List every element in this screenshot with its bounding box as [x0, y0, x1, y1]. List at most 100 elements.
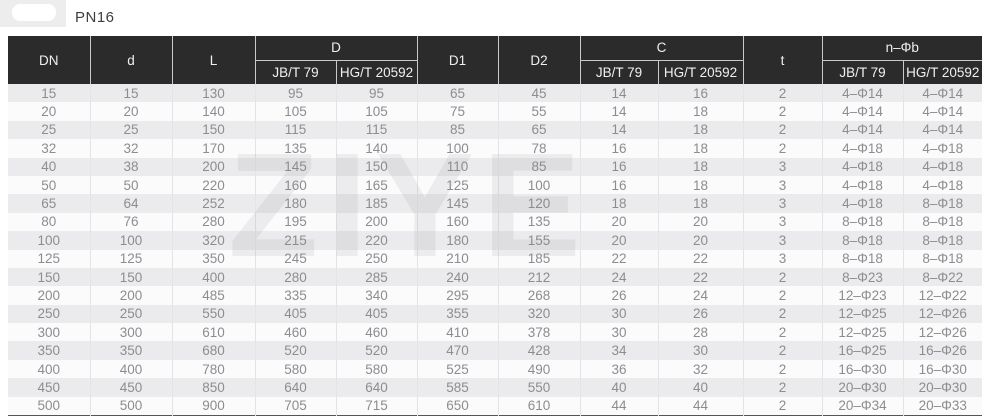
cell-d: 25 — [89, 120, 172, 140]
cell-d: 20 — [89, 102, 172, 121]
cell-d2: 45 — [497, 84, 580, 103]
cell-d: 125 — [89, 249, 172, 268]
cell-nphib-jbt79: 12–Φ25 — [821, 323, 903, 342]
cell-c-hgt20592: 16 — [657, 84, 743, 103]
cell-nphib-hgt20592: 4–Φ14 — [902, 84, 982, 103]
cell-nphib-jbt79: 4–Φ14 — [821, 84, 903, 103]
table-row: 20 20 140 105 105 75 55 14 18 2 4–Φ14 4–Φ14 — [8, 102, 982, 121]
cell-nphib-hgt20592: 8–Φ18 — [902, 249, 982, 268]
cell-d-jbt79: 115 — [254, 120, 336, 140]
cell-nphib-jbt79: 4–Φ14 — [821, 102, 903, 121]
cell-nphib-jbt79: 20–Φ34 — [821, 396, 903, 416]
col-header-d1: D1 — [416, 36, 498, 84]
cell-nphib-hgt20592: 4–Φ18 — [902, 175, 982, 195]
cell-c-hgt20592: 40 — [657, 378, 743, 397]
table-row: 450 450 850 640 640 585 550 40 40 2 20–Φ30 20–Φ30 — [8, 378, 982, 397]
cell-t: 2 — [742, 323, 822, 342]
cell-d2: 155 — [497, 231, 580, 250]
table-row: 125 125 350 245 250 210 185 22 22 3 8–Φ18 8–Φ18 — [8, 249, 982, 268]
cell-t: 2 — [742, 84, 822, 103]
cell-dn: 500 — [37, 398, 61, 414]
cell-dn: 50 — [41, 177, 57, 193]
cell-d2: 100 — [497, 175, 580, 195]
cell-d-jbt79: 580 — [254, 359, 336, 379]
cell-d-hgt20592: 150 — [335, 157, 417, 176]
cell-d1: 355 — [416, 304, 498, 324]
cell-d-jbt79: 705 — [254, 396, 336, 416]
col-header-c-group: C — [579, 36, 743, 60]
cell-d1: 75 — [416, 102, 498, 121]
cell-l: 780 — [171, 359, 255, 379]
cell-nphib-jbt79: 4–Φ14 — [821, 120, 903, 140]
cell-d: 500 — [89, 396, 172, 416]
cell-nphib-jbt79: 16–Φ25 — [821, 341, 903, 360]
cell-c-hgt20592: 18 — [657, 139, 743, 158]
cell-d1: 240 — [416, 267, 498, 287]
top-strip: PN16 — [0, 0, 982, 36]
cell-l: 252 — [171, 194, 255, 213]
cell-dn: 200 — [37, 287, 61, 303]
cell-d-hgt20592: 405 — [335, 304, 417, 324]
cell-d-jbt79: 520 — [254, 341, 336, 360]
cell-d-jbt79: 640 — [254, 378, 336, 397]
table-row: 250 250 550 405 405 355 320 30 26 2 12–Φ25 12–Φ26 — [8, 304, 982, 324]
cell-d2: 135 — [497, 212, 580, 232]
cell-t: 2 — [742, 304, 822, 324]
col-header-l: L — [171, 36, 255, 84]
cell-d2: 65 — [497, 120, 580, 140]
cell-d1: 85 — [416, 120, 498, 140]
cell-t: 2 — [742, 102, 822, 121]
cell-d-jbt79: 215 — [254, 231, 336, 250]
cell-l: 220 — [171, 175, 255, 195]
cell-d: 350 — [89, 341, 172, 360]
cell-nphib-hgt20592: 20–Φ33 — [902, 396, 982, 416]
cell-d2: 212 — [497, 267, 580, 287]
page-title: PN16 — [75, 9, 115, 26]
cell-d2: 55 — [497, 102, 580, 121]
cell-t: 3 — [742, 212, 822, 232]
cell-d-hgt20592: 200 — [335, 212, 417, 232]
cell-t: 3 — [742, 175, 822, 195]
cell-c-jbt79: 16 — [579, 157, 658, 176]
corner-artifact — [0, 0, 66, 27]
cell-d-jbt79: 280 — [254, 267, 336, 287]
spec-table: DN d L D D1 D2 C t n–Φb JB/T 79 HG/T 205… — [8, 36, 982, 416]
cell-d: 400 — [89, 359, 172, 379]
cell-nphib-hgt20592: 8–Φ18 — [902, 212, 982, 232]
cell-d1: 125 — [416, 175, 498, 195]
cell-c-hgt20592: 18 — [657, 157, 743, 176]
table-row: 32 32 170 135 140 100 78 16 18 2 4–Φ18 4–Φ18 — [8, 139, 982, 158]
cell-nphib-hgt20592: 12–Φ26 — [902, 323, 982, 342]
cell-nphib-jbt79: 4–Φ18 — [821, 139, 903, 158]
cell-c-hgt20592: 18 — [657, 102, 743, 121]
table-row: 400 400 780 580 580 525 490 36 32 2 16–Φ30 16–Φ30 — [8, 359, 982, 379]
cell-d1: 110 — [416, 157, 498, 176]
table-row: 15 15 130 95 95 65 45 14 16 2 4–Φ14 4–Φ14 — [8, 84, 982, 103]
subheader-d-jbt79: JB/T 79 — [254, 59, 336, 84]
cell-t: 2 — [742, 359, 822, 379]
cell-dn: 300 — [37, 324, 61, 340]
cell-c-hgt20592: 18 — [657, 120, 743, 140]
cell-c-hgt20592: 30 — [657, 341, 743, 360]
cell-c-jbt79: 30 — [579, 304, 658, 324]
cell-d2: 78 — [497, 139, 580, 158]
cell-d: 300 — [89, 323, 172, 342]
cell-d: 76 — [89, 212, 172, 232]
cell-l: 320 — [171, 231, 255, 250]
cell-c-hgt20592: 32 — [657, 359, 743, 379]
cell-d2: 185 — [497, 249, 580, 268]
cell-c-jbt79: 34 — [579, 341, 658, 360]
cell-c-hgt20592: 24 — [657, 286, 743, 305]
cell-t: 2 — [742, 286, 822, 305]
table-row: 150 150 400 280 285 240 212 24 22 2 8–Φ23 8–Φ22 — [8, 267, 982, 287]
cell-nphib-hgt20592: 20–Φ30 — [902, 378, 982, 397]
cell-c-hgt20592: 44 — [657, 396, 743, 416]
cell-c-hgt20592: 20 — [657, 231, 743, 250]
cell-d1: 525 — [416, 359, 498, 379]
cell-c-jbt79: 22 — [579, 249, 658, 268]
cell-dn: 450 — [37, 379, 61, 395]
header-row-sub: JB/T 79 HG/T 20592 JB/T 79 HG/T 20592 JB… — [8, 59, 982, 84]
cell-d-hgt20592: 340 — [335, 286, 417, 305]
cell-d2: 428 — [497, 341, 580, 360]
cell-nphib-jbt79: 8–Φ18 — [821, 231, 903, 250]
